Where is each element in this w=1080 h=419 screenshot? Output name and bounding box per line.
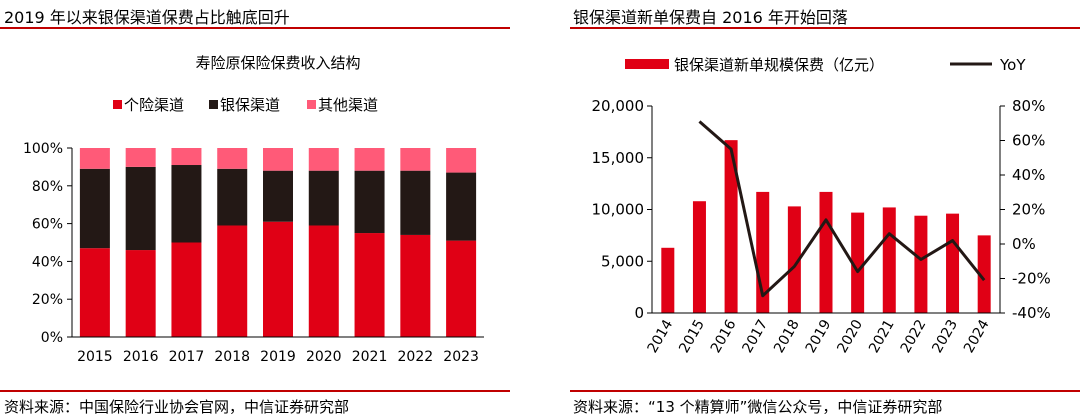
bar: [819, 191, 833, 313]
y-right-tick-label: 0%: [1012, 235, 1036, 253]
bar-segment: [308, 225, 339, 337]
y-right-tick-label: -20%: [1012, 270, 1051, 288]
bar-segment: [217, 168, 248, 226]
legend-label-2: 其他渠道: [318, 96, 378, 114]
x-tick-label: 2021: [352, 349, 388, 365]
legend-label-bar: 银保渠道新单规模保费（亿元）: [674, 56, 884, 74]
bar-segment: [308, 170, 339, 226]
legend-swatch-2: [307, 100, 316, 109]
x-tick-label: 2020: [834, 317, 866, 356]
bar-segment: [79, 168, 110, 249]
bar-segment: [354, 233, 385, 337]
x-tick-label: 2023: [929, 317, 961, 356]
y-left-tick-label: 15,000: [592, 149, 645, 167]
x-tick-label: 2014: [645, 317, 677, 356]
legend-swatch-0: [113, 100, 122, 109]
x-tick-label: 2023: [443, 349, 479, 365]
bar-segment: [171, 242, 202, 337]
bar-segment: [263, 148, 293, 171]
bar-segment: [263, 221, 293, 337]
bar-segment: [308, 148, 339, 171]
y-tick-label: 20%: [32, 292, 63, 308]
y-left-tick-label: 5,000: [601, 252, 644, 270]
bar-segment: [446, 172, 477, 241]
x-tick-label: 2016: [123, 349, 159, 365]
legend-label-line: YoY: [999, 56, 1026, 74]
bar-segment: [446, 240, 477, 337]
x-tick-label: 2020: [306, 349, 342, 365]
bar-segment: [354, 170, 385, 234]
bar-segment: [79, 248, 110, 337]
x-tick-label: 2021: [866, 317, 898, 356]
y-tick-label: 40%: [32, 254, 63, 270]
x-tick-label: 2019: [803, 317, 835, 356]
legend-label-1: 银保渠道: [220, 96, 280, 114]
x-tick-label: 2015: [77, 349, 113, 365]
x-tick-label: 2018: [771, 317, 803, 356]
bar-segment: [125, 166, 156, 251]
x-tick-label: 2024: [961, 317, 993, 356]
bar: [724, 140, 738, 313]
legend-swatch-1: [209, 100, 218, 109]
y-tick-label: 80%: [32, 179, 63, 195]
x-tick-label: 2022: [898, 317, 930, 356]
bar-segment: [446, 148, 477, 173]
bar-segment: [217, 148, 248, 169]
x-tick-label: 2019: [260, 349, 296, 365]
bar-segment: [171, 165, 202, 243]
y-left-tick-label: 20,000: [592, 97, 645, 115]
x-tick-label: 2017: [740, 317, 772, 356]
bar: [787, 206, 801, 313]
y-right-tick-label: 40%: [1012, 166, 1045, 184]
y-tick-label: 60%: [32, 217, 63, 233]
chart-title: 寿险原保险保费收入结构: [195, 54, 360, 72]
right-panel-title: 银保渠道新单保费自 2016 年开始回落: [573, 8, 848, 27]
bar-segment: [79, 148, 110, 169]
x-tick-label: 2017: [169, 349, 205, 365]
bar-segment: [125, 148, 156, 167]
x-tick-label: 2018: [214, 349, 250, 365]
left-source-rule: [0, 390, 510, 392]
bar-segment: [400, 148, 431, 171]
bar: [914, 215, 928, 313]
x-tick-label: 2015: [676, 317, 708, 356]
yoy-line: [698, 120, 986, 298]
y-left-tick-label: 10,000: [592, 201, 645, 219]
right-source-note: 资料来源：“13 个精算师”微信公众号，中信证券研究部: [573, 398, 943, 416]
bar: [882, 207, 896, 313]
left-panel-title: 2019 年以来银保渠道保费占比触底回升: [4, 8, 290, 27]
legend-swatch-bar: [625, 59, 669, 69]
bar: [977, 235, 991, 313]
y-right-tick-label: 80%: [1012, 97, 1045, 115]
bar-segment: [171, 148, 202, 166]
bar-line-chart: 银保渠道新单规模保费（亿元） YoY 0 5,000 10,000 15,000 20,00…: [592, 56, 1051, 356]
legend-label-0: 个险渠道: [124, 96, 184, 114]
bar-segment: [400, 170, 431, 235]
bar-segment: [400, 234, 431, 337]
right-source-rule: [570, 390, 1080, 392]
y-left-tick-label: 0: [634, 304, 644, 322]
y-right-tick-label: 20%: [1012, 201, 1045, 219]
left-title-rule: [0, 27, 510, 29]
right-title-rule: [570, 27, 1080, 29]
x-tick-label: 2016: [708, 317, 740, 356]
y-tick-label: 100%: [23, 141, 63, 157]
left-source-note: 资料来源：中国保险行业协会官网，中信证券研究部: [4, 398, 350, 416]
bar-segment: [125, 250, 156, 337]
bar-segment: [217, 225, 248, 337]
bar: [661, 247, 675, 313]
y-right-tick-label: 60%: [1012, 132, 1045, 150]
bar: [692, 201, 706, 313]
x-tick-label: 2022: [398, 349, 434, 365]
bar-segment: [263, 170, 293, 222]
y-tick-label: 0%: [41, 330, 63, 346]
bar: [851, 212, 865, 313]
bar-segment: [354, 148, 385, 171]
bar: [946, 213, 960, 313]
y-right-tick-label: -40%: [1012, 304, 1051, 322]
